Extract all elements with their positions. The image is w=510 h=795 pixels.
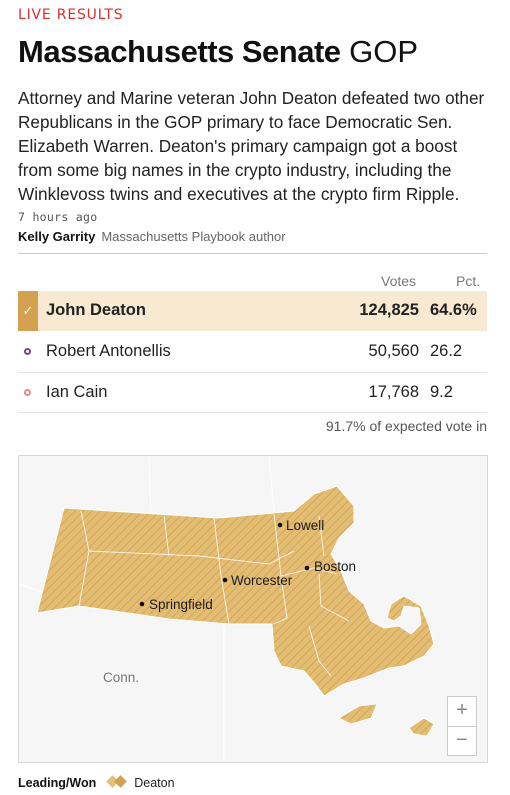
neighbor-state-label: Conn.	[103, 670, 139, 685]
county-borders	[78, 510, 350, 677]
candidate-dot-icon	[24, 389, 31, 396]
author-role: Massachusetts Playbook author	[101, 229, 286, 244]
candidate-dot-icon	[24, 348, 31, 355]
marthas-vineyard-shape	[338, 703, 378, 725]
live-results-kicker: LIVE RESULTS	[18, 7, 124, 23]
row-divider	[18, 372, 487, 373]
candidate-row-deaton: ✓ John Deaton 124,825 64.6%	[18, 291, 487, 331]
candidate-pct: 9.2	[430, 383, 453, 401]
candidate-name: Ian Cain	[46, 383, 108, 401]
check-icon: ✓	[18, 291, 38, 331]
map-svg: Lowell Boston Worcester Springfield Conn…	[19, 456, 435, 762]
nantucket-shape	[408, 717, 435, 737]
candidate-votes: 124,825	[359, 301, 419, 319]
svg-text:Boston: Boston	[314, 559, 356, 574]
city-worcester: Worcester	[222, 573, 293, 588]
race-description: Attorney and Marine veteran John Deaton …	[18, 88, 485, 204]
divider	[18, 253, 487, 254]
map-legend: Leading/Won Deaton	[18, 775, 175, 790]
timestamp: 7 hours ago	[18, 210, 98, 224]
party-label: GOP	[349, 34, 419, 69]
expected-vote-status: 91.7% of expected vote in	[325, 418, 487, 434]
results-map[interactable]: Lowell Boston Worcester Springfield Conn…	[18, 455, 488, 763]
author-name[interactable]: Kelly Garrity	[18, 229, 96, 244]
candidate-row-cain: Ian Cain 17,768 9.2	[18, 373, 487, 413]
zoom-out-button[interactable]: −	[447, 726, 477, 756]
zoom-in-button[interactable]: +	[447, 696, 477, 726]
byline: Kelly Garrity Massachusetts Playbook auth…	[18, 229, 286, 244]
city-boston: Boston	[304, 559, 356, 574]
candidate-pct: 26.2	[430, 342, 463, 360]
page-title: Massachusetts Senate GOP	[18, 34, 418, 70]
candidate-votes: 17,768	[368, 383, 419, 401]
legend-candidate: Deaton	[134, 776, 175, 790]
city-lowell: Lowell	[277, 518, 324, 533]
legend-swatch-icon	[105, 775, 128, 788]
svg-text:Worcester: Worcester	[231, 573, 293, 588]
city-springfield: Springfield	[139, 597, 213, 612]
legend-title: Leading/Won	[18, 776, 97, 790]
race-title: Massachusetts Senate	[18, 34, 341, 69]
votes-column-header: Votes	[381, 273, 417, 289]
svg-text:Springfield: Springfield	[149, 597, 213, 612]
candidate-row-antonellis: Robert Antonellis 50,560 26.2	[18, 332, 487, 372]
candidate-name: John Deaton	[46, 301, 146, 319]
svg-text:Lowell: Lowell	[286, 518, 324, 533]
candidate-votes: 50,560	[368, 342, 419, 360]
candidate-name: Robert Antonellis	[46, 342, 171, 360]
pct-column-header: Pct.	[456, 273, 481, 289]
row-divider	[18, 412, 487, 413]
candidate-pct: 64.6%	[430, 301, 477, 319]
massachusetts-shape	[36, 485, 435, 697]
